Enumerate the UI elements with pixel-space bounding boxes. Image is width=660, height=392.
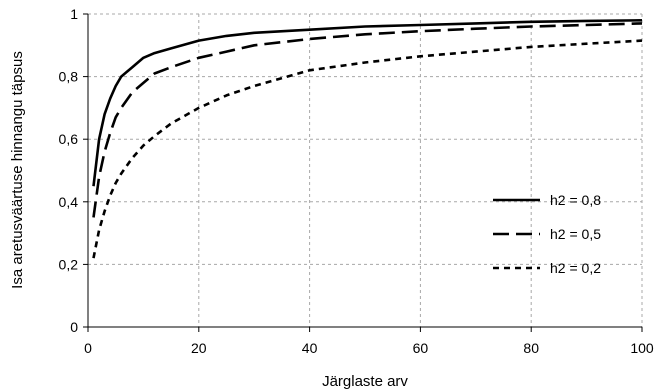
- y-tick-label: 0: [70, 319, 78, 335]
- y-tick-label: 1: [70, 6, 78, 22]
- x-tick-label: 40: [302, 340, 318, 356]
- grid-lines: [88, 13, 643, 327]
- series-line-2: [92, 22, 643, 218]
- x-tick-label: 20: [191, 340, 207, 356]
- legend-label: h2 = 0,2: [550, 260, 601, 276]
- ticks: 0 0,2 0,4 0,6 0,8 1 0 20 40 60 80 100: [59, 6, 654, 356]
- y-tick-label: 0,6: [59, 131, 79, 147]
- legend: h2 = 0,8 h2 = 0,5 h2 = 0,2: [493, 192, 601, 276]
- x-tick-label: 60: [413, 340, 429, 356]
- series-lines: [92, 19, 643, 259]
- legend-label: h2 = 0,8: [550, 192, 601, 208]
- series-line-1: [92, 19, 643, 187]
- axes: [87, 14, 642, 328]
- y-tick-label: 0,2: [59, 256, 79, 272]
- legend-label: h2 = 0,5: [550, 226, 601, 242]
- y-tick-label: 0,4: [59, 194, 79, 210]
- x-tick-label: 80: [523, 340, 539, 356]
- y-axis-title: Isa aretusväärtuse hinnangu täpsus: [9, 51, 26, 289]
- series-line-3: [92, 39, 643, 259]
- x-axis-title: Järglaste arv: [322, 373, 408, 390]
- y-tick-label: 0,8: [59, 69, 79, 85]
- x-tick-label: 100: [630, 340, 654, 356]
- x-tick-label: 0: [84, 340, 92, 356]
